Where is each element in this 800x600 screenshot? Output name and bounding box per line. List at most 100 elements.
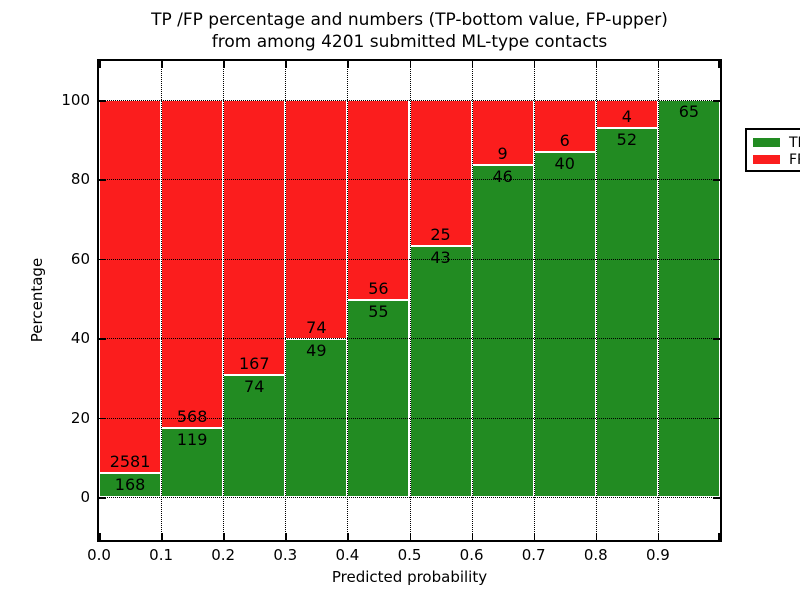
tp-value-label: 168	[114, 474, 146, 494]
x-tick-mark	[223, 61, 225, 68]
x-tick-label: 0.8	[583, 546, 608, 564]
y-tick-mark	[99, 179, 106, 181]
y-tick-mark	[713, 179, 720, 181]
y-tick-mark	[713, 100, 720, 102]
x-tick-label: 0.7	[521, 546, 546, 564]
x-tick-label: 0.9	[645, 546, 670, 564]
x-tick-mark	[409, 533, 411, 540]
x-tick-mark	[595, 61, 598, 68]
y-tick-mark	[99, 258, 106, 261]
bar-fp-segment	[99, 100, 162, 473]
gridline-vertical	[347, 61, 349, 540]
bar-tp-segment	[347, 300, 410, 497]
tp-value-label: 46	[492, 166, 513, 186]
gridline-vertical	[223, 61, 225, 540]
gridline-vertical	[471, 61, 473, 540]
y-tick-mark	[99, 100, 106, 102]
x-tick-mark	[409, 61, 411, 68]
gridline-vertical	[657, 61, 659, 540]
tp-value-label: 52	[616, 130, 638, 150]
x-tick-label: 0.3	[273, 546, 298, 564]
chart-title: TP /FP percentage and numbers (TP-bottom…	[97, 9, 722, 53]
bar-fp-segment	[285, 100, 348, 339]
tp-value-label: 40	[554, 153, 575, 173]
tp-value-label: 119	[176, 430, 208, 450]
bar-tp-segment	[223, 375, 286, 497]
legend-label-fp: FP	[789, 151, 800, 168]
y-tick-mark	[713, 497, 720, 499]
fp-value-label: 167	[238, 354, 270, 374]
x-tick-mark	[471, 533, 474, 540]
fp-value-label: 568	[176, 407, 208, 427]
x-tick-mark	[595, 533, 598, 540]
x-tick-mark	[347, 61, 349, 68]
gridline-vertical	[533, 61, 535, 540]
x-tick-mark	[718, 533, 720, 540]
chart-title-line1: TP /FP percentage and numbers (TP-bottom…	[151, 10, 668, 30]
bar-fp-segment	[161, 100, 224, 429]
bar-tp-segment	[595, 128, 658, 497]
y-tick-mark	[713, 338, 720, 340]
x-tick-mark	[533, 533, 536, 540]
y-tick-label: 0	[80, 488, 90, 506]
x-tick-mark	[471, 61, 474, 68]
chart-title-line2: from among 4201 submitted ML-type contac…	[211, 32, 608, 52]
gridline-vertical	[161, 61, 163, 540]
y-axis-label: Percentage	[28, 257, 46, 343]
plot-area: 2581 168 568 119 167 74 74 49 56 55 25 43 9 46 6 40 4 52 6…	[99, 61, 720, 540]
y-tick-mark	[99, 338, 106, 340]
x-tick-mark	[657, 61, 660, 68]
y-tick-label: 20	[70, 408, 90, 427]
x-tick-mark	[718, 61, 720, 68]
fp-value-label: 74	[306, 317, 327, 337]
fp-value-label: 4	[621, 107, 632, 127]
x-tick-label: 0.5	[397, 546, 422, 564]
x-tick-label: 0.6	[459, 546, 484, 564]
bar-tp-segment	[657, 100, 720, 497]
bar-tp-segment	[99, 472, 162, 497]
tp-value-label: 43	[430, 247, 451, 267]
bar-tp-segment	[471, 164, 534, 497]
bar-fp-segment	[347, 100, 410, 301]
x-tick-label: 0.2	[211, 546, 236, 564]
x-tick-label: 0.4	[335, 546, 360, 564]
bar-fp-segment	[223, 100, 286, 376]
fp-value-label: 56	[368, 279, 389, 299]
y-tick-mark	[713, 258, 720, 261]
x-tick-mark	[285, 533, 287, 540]
x-tick-mark	[161, 61, 163, 68]
legend-item-fp: FP	[753, 151, 800, 168]
x-tick-mark	[533, 61, 536, 68]
tp-color-swatch-icon	[753, 138, 780, 147]
x-axis-label: Predicted probability	[331, 568, 488, 586]
legend: TP FP	[745, 128, 800, 172]
x-tick-mark	[223, 533, 225, 540]
x-tick-mark	[657, 533, 660, 540]
bar-fp-segment	[409, 100, 472, 246]
y-tick-mark	[99, 497, 106, 499]
fp-value-label: 9	[497, 143, 508, 163]
fp-value-label: 25	[430, 224, 451, 244]
fp-color-swatch-icon	[753, 155, 780, 164]
gridline-vertical	[409, 61, 411, 540]
fp-value-label: 2581	[109, 451, 151, 471]
y-tick-mark	[99, 417, 106, 420]
bar-tp-segment	[533, 151, 596, 497]
tp-value-label: 55	[368, 302, 389, 322]
plot-border: 2581 168 568 119 167 74 74 49 56 55 25 43 9 46 6 40 4 52 6…	[97, 59, 800, 542]
y-tick-label: 40	[70, 329, 90, 348]
tp-value-label: 65	[678, 102, 700, 121]
x-tick-mark	[99, 533, 101, 540]
gridline-vertical	[595, 61, 597, 540]
legend-label-tp: TP	[789, 134, 800, 151]
y-tick-label: 80	[70, 170, 90, 189]
fp-value-label: 6	[559, 130, 570, 150]
y-tick-mark	[713, 417, 720, 420]
gridline-vertical	[285, 61, 287, 540]
tp-value-label: 74	[244, 377, 265, 397]
x-tick-mark	[99, 61, 101, 68]
x-tick-label: 0.0	[87, 546, 111, 564]
x-tick-mark	[347, 533, 349, 540]
tp-value-label: 49	[306, 340, 327, 360]
legend-item-tp: TP	[753, 134, 800, 151]
